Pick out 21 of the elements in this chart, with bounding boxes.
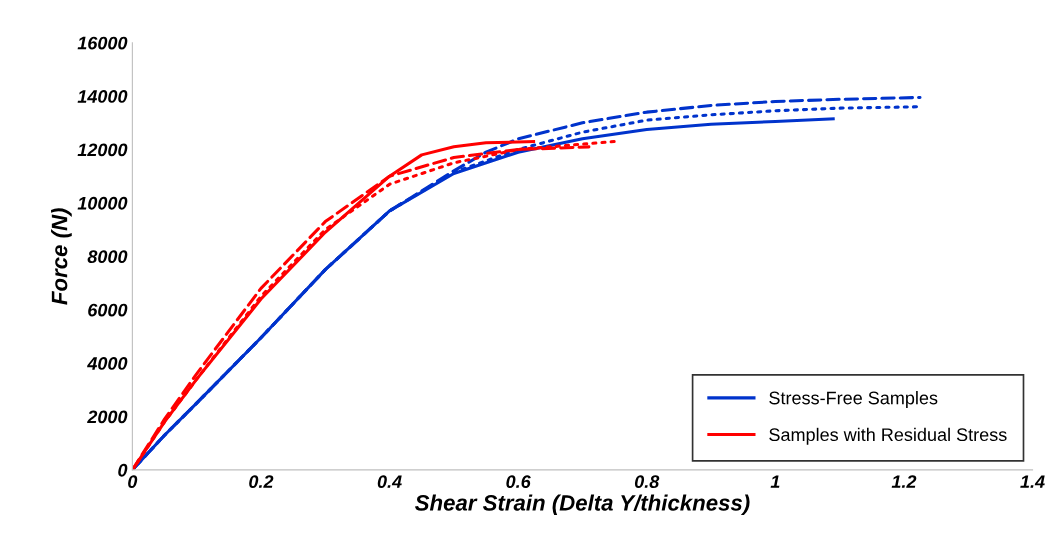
x-tick-label: 1.4 [1020,475,1045,488]
legend-label: Stress-Free Samples [769,391,938,408]
x-tick-label: 0 [128,475,138,489]
y-tick-label: 10000 [77,196,128,210]
x-axis-title: Shear Strain (Delta Y/thickness) [414,494,750,516]
x-tick-label: 0.6 [506,475,531,489]
y-tick-label: 8000 [87,250,128,264]
y-tick-label: 16000 [77,36,128,50]
legend-label: Samples with Residual Stress [769,427,1007,445]
y-tick-label: 4000 [87,357,128,370]
y-tick-label: 0 [118,463,128,477]
y-tick-label: 6000 [88,303,128,317]
y-axis-title: Force (N) [51,208,72,305]
x-tick-label: 0.2 [249,475,274,489]
x-tick-label: 0.4 [377,475,402,489]
y-tick-label: 14000 [77,90,128,103]
y-tick-label: 2000 [87,410,128,424]
x-tick-label: 1.2 [891,475,917,488]
x-tick-label: 1 [770,475,780,488]
x-tick-label: 0.8 [634,475,660,489]
y-tick-label: 12000 [77,143,128,157]
